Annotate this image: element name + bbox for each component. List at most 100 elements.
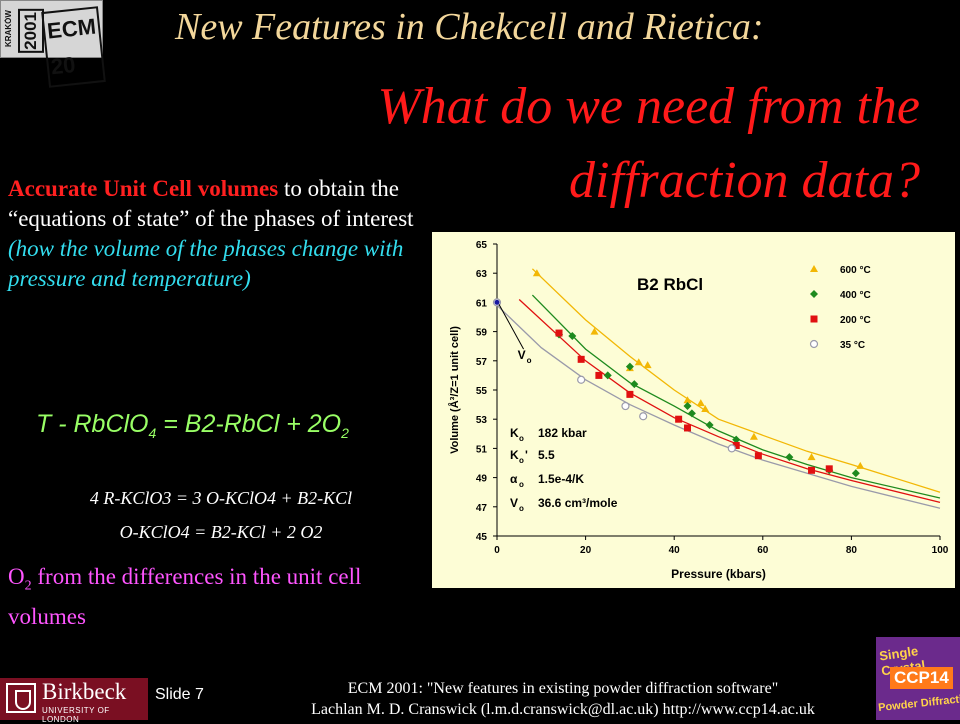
- data-point: [807, 453, 816, 461]
- data-point: [808, 466, 816, 474]
- x-axis-label: Pressure (kbars): [671, 567, 766, 581]
- body-lead: Accurate Unit Cell volumes: [8, 176, 279, 201]
- legend-label: 400 °C: [840, 290, 871, 301]
- legend-label: 600 °C: [840, 265, 871, 276]
- birkbeck-name: Birkbeck: [42, 679, 127, 704]
- v0-point: [494, 299, 500, 305]
- birkbeck-crest-icon: [6, 683, 36, 713]
- x-tick-label: 80: [846, 545, 858, 556]
- title-line-1: New Features in Chekcell and Rietica:: [175, 6, 764, 48]
- data-point: [590, 327, 599, 335]
- param-prime: ': [525, 448, 528, 462]
- y-tick-label: 49: [476, 474, 488, 485]
- data-point: [568, 331, 577, 340]
- data-point: [825, 465, 833, 473]
- data-point: [732, 441, 740, 449]
- body-italic: (how the volume of the phases change wit…: [8, 236, 404, 291]
- slide-number: Slide 7: [155, 686, 204, 703]
- logo-text: ECM 20: [41, 6, 106, 88]
- data-point: [675, 415, 683, 423]
- chart-title: B2 RbCl: [637, 275, 703, 294]
- v0-label-sub: o: [527, 356, 532, 365]
- chart-svg: 45 47 49 51 53 55 57 59 61 63 65 0 20 40 60 80 100 Pressu…: [448, 240, 949, 581]
- param-sub: o: [519, 480, 524, 489]
- equation-1: T - RbClO4 = B2-RbCl + 2O2: [36, 410, 349, 441]
- ccp14-logo: Single Crystal CCP14 Powder Diffraction: [876, 637, 960, 720]
- o2-text: from the differences in the unit cell vo…: [8, 564, 362, 629]
- data-point: [603, 371, 612, 380]
- eq1-right-sub: 2: [341, 425, 349, 441]
- legend-label: 35 °C: [840, 340, 865, 351]
- data-point: [851, 469, 860, 478]
- data-point: [595, 371, 603, 379]
- data-point: [639, 412, 648, 421]
- ecm-2001-logo: KRAKÓW 2001 ECM 20: [0, 0, 106, 88]
- footer-line-1: ECM 2001: "New features in existing powd…: [347, 680, 779, 697]
- y-axis-label: Volume (Å³/Z=1 unit cell): [448, 326, 461, 454]
- o2-symbol: O: [8, 564, 25, 589]
- data-point: [727, 444, 736, 453]
- fit-curve-35C: [496, 304, 941, 509]
- logo-year: 2001: [18, 9, 44, 53]
- param-value: 182 kbar: [538, 426, 587, 440]
- legend-marker: [809, 339, 819, 349]
- param-sub: o: [519, 504, 524, 513]
- data-point: [749, 432, 758, 440]
- ccp14-line-2: CCP14: [890, 667, 953, 689]
- equation-3: O-KClO4 = B2-KCl + 2 O2: [119, 522, 323, 542]
- data-point: [555, 329, 563, 337]
- data-point: [683, 396, 692, 404]
- y-tick-label: 61: [476, 298, 488, 309]
- data-point: [785, 453, 794, 462]
- legend-marker: [810, 265, 818, 272]
- x-tick-label: 20: [580, 545, 592, 556]
- equation-2: 4 R-KClO3 = 3 O-KClO4 + B2-KCl: [89, 488, 353, 508]
- data-point: [577, 355, 585, 363]
- y-tick-label: 53: [476, 415, 488, 426]
- param-value: 1.5e-4/K: [538, 472, 584, 486]
- param-value: 5.5: [538, 448, 555, 462]
- data-point: [634, 358, 643, 366]
- x-tick-label: 60: [757, 545, 769, 556]
- data-point: [687, 409, 696, 418]
- data-point: [705, 421, 714, 430]
- param-symbol: V: [510, 496, 518, 510]
- data-point: [754, 452, 762, 460]
- y-tick-label: 51: [476, 444, 488, 455]
- data-point: [643, 361, 652, 369]
- y-tick-label: 63: [476, 269, 488, 280]
- y-tick-label: 45: [476, 532, 488, 543]
- eq1-left-sub: 4: [148, 425, 157, 441]
- param-symbol: α: [510, 472, 518, 486]
- data-point: [683, 424, 691, 432]
- data-point: [625, 362, 634, 371]
- data-point: [856, 461, 865, 469]
- legend-label: 200 °C: [840, 315, 871, 326]
- o2-sub: 2: [24, 578, 32, 594]
- param-symbol: K: [510, 448, 519, 462]
- x-tick-label: 100: [932, 545, 949, 556]
- footer-line-2: Lachlan M. D. Cranswick (l.m.d.cranswick…: [311, 701, 815, 718]
- birkbeck-university: UNIVERSITY OF LONDON: [42, 706, 110, 724]
- fit-curve-200C: [518, 299, 941, 504]
- param-sub: o: [519, 456, 524, 465]
- v0-pointer: [498, 304, 525, 350]
- x-tick-label: 40: [669, 545, 681, 556]
- data-point: [732, 435, 741, 444]
- param-symbol: K: [510, 426, 519, 440]
- footer: ECM 2001: "New features in existing powd…: [228, 678, 898, 720]
- body-text: to obtain the “equations of state” of th…: [8, 176, 414, 231]
- data-point: [532, 269, 541, 277]
- eq1-left: T - RbClO: [36, 410, 149, 438]
- ccp14-line-3: Powder Diffraction: [877, 691, 960, 715]
- fit-curve-600C: [531, 268, 941, 493]
- data-point: [696, 399, 705, 407]
- y-tick-label: 65: [476, 240, 488, 251]
- y-tick-label: 55: [476, 386, 488, 397]
- body-paragraph: Accurate Unit Cell volumes to obtain the…: [8, 174, 418, 294]
- eq1-right: = B2-RbCl + 2O: [156, 410, 342, 438]
- data-point: [621, 401, 630, 411]
- eos-chart: 45 47 49 51 53 55 57 59 61 63 65 0 20 40 60 80 100 Pressu…: [432, 232, 955, 588]
- data-point: [630, 380, 639, 389]
- data-point: [577, 375, 586, 384]
